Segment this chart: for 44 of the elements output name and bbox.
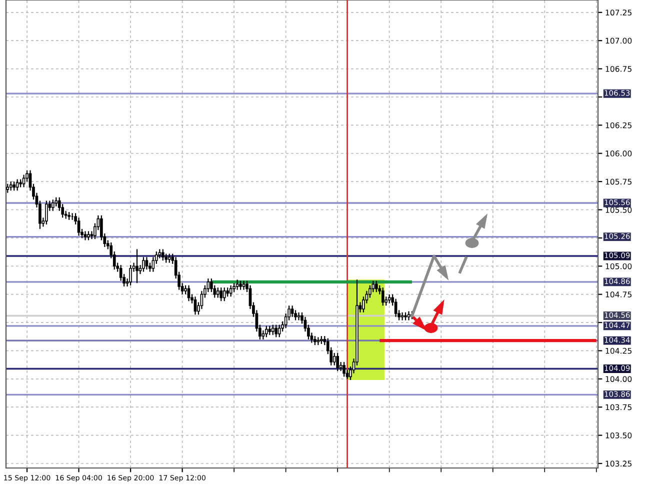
candlestick <box>232 282 236 293</box>
candlestick <box>290 305 294 318</box>
candlestick <box>407 310 410 321</box>
candlestick <box>6 183 10 194</box>
candlestick <box>84 230 87 241</box>
candlestick <box>278 324 281 338</box>
candlestick <box>388 294 391 304</box>
candlestick <box>342 361 346 378</box>
candlestick <box>54 196 58 207</box>
candlestick <box>9 181 12 192</box>
candlestick <box>216 287 220 298</box>
candlestick <box>268 325 272 336</box>
candlestick <box>297 312 300 321</box>
candlestick <box>184 284 187 295</box>
candlestick <box>271 324 274 336</box>
candlestick <box>142 256 145 272</box>
candlestick <box>45 200 48 225</box>
candlestick <box>226 287 230 298</box>
candlestick <box>332 352 336 366</box>
candlestick <box>262 330 265 340</box>
candlestick <box>164 253 168 264</box>
candlestick <box>336 352 340 372</box>
candlestick <box>161 248 164 262</box>
candlestick <box>51 199 54 212</box>
candlestick <box>242 280 246 290</box>
candlestick <box>12 181 16 192</box>
candlestick <box>294 310 297 321</box>
candlestick <box>236 279 239 290</box>
candlestick <box>400 312 404 321</box>
candlestick <box>136 248 138 284</box>
candlestick <box>239 280 242 290</box>
candlestick <box>274 324 278 338</box>
candlestick <box>222 287 226 302</box>
candlestick <box>145 256 148 270</box>
candlestick <box>129 264 132 286</box>
candlestick <box>381 287 384 306</box>
candlestick <box>168 253 171 264</box>
candlestick <box>220 287 223 302</box>
candlestick <box>314 336 316 346</box>
candlestick <box>229 284 232 298</box>
candlestick <box>374 280 378 293</box>
candlestick <box>87 230 90 241</box>
candlestick <box>264 325 268 338</box>
candlestick <box>90 230 94 240</box>
